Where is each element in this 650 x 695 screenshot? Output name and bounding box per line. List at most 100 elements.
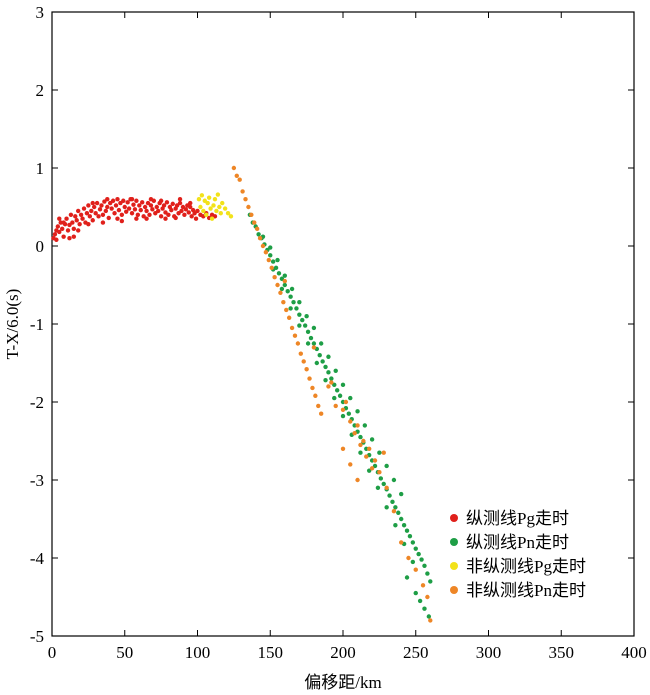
data-point (292, 333, 298, 338)
data-point (246, 204, 251, 210)
data-point (369, 437, 375, 442)
data-point (75, 228, 81, 233)
data-point (84, 211, 90, 216)
data-point (422, 606, 427, 611)
data-point (326, 370, 331, 375)
data-point (358, 442, 363, 448)
data-point (391, 509, 397, 514)
plot-points (51, 165, 433, 623)
legend-label: 非纵测线Pg走时 (466, 557, 586, 576)
data-point (252, 220, 257, 225)
data-point (305, 329, 311, 334)
data-point (291, 299, 296, 305)
legend-item-1: 纵测线Pg走时 (450, 509, 569, 528)
data-point (272, 275, 277, 280)
data-point (237, 177, 242, 182)
data-point (340, 382, 346, 388)
data-point (140, 200, 145, 205)
data-point (163, 216, 168, 221)
data-point (396, 510, 401, 515)
data-point (298, 351, 304, 356)
data-point (57, 229, 62, 235)
data-point (105, 197, 110, 202)
data-point (81, 206, 87, 211)
data-point (375, 485, 381, 490)
data-point (142, 204, 148, 210)
data-point (276, 271, 282, 276)
data-point (89, 208, 94, 214)
data-point (135, 212, 141, 217)
data-point (144, 216, 149, 221)
data-point (173, 215, 178, 221)
data-point (337, 393, 343, 398)
x-tick-label: 0 (48, 643, 57, 662)
data-point (154, 204, 159, 210)
y-tick-label: 0 (36, 237, 45, 256)
data-point (214, 208, 219, 214)
data-point (188, 200, 193, 206)
data-point (378, 476, 384, 481)
data-point (52, 232, 58, 237)
data-point (407, 533, 413, 539)
data-point (387, 493, 392, 498)
data-point (391, 477, 397, 483)
legend-item-2: 纵测线Pn走时 (450, 533, 569, 552)
data-point (61, 234, 66, 239)
data-point (297, 323, 302, 328)
data-point (199, 193, 205, 198)
data-point (334, 388, 340, 393)
data-point (286, 315, 292, 320)
legend-label: 纵测线Pn走时 (466, 533, 569, 552)
data-point (106, 215, 111, 221)
data-point (217, 204, 222, 210)
legend-item-3: 非纵测线Pg走时 (450, 557, 586, 576)
data-point (228, 214, 234, 219)
y-axis-title: T-X/6.0(s) (3, 289, 22, 360)
data-point (420, 583, 426, 588)
data-point (282, 282, 287, 288)
data-point (150, 207, 155, 212)
data-point (428, 579, 433, 584)
data-point (348, 462, 353, 467)
data-point (318, 411, 324, 416)
data-point (138, 207, 143, 213)
data-point (211, 203, 216, 208)
data-point (129, 211, 135, 216)
data-point (86, 221, 91, 227)
data-point (170, 201, 175, 207)
data-point (372, 458, 378, 463)
data-point (317, 353, 322, 358)
data-point (295, 341, 301, 346)
data-point (410, 559, 416, 565)
data-point (254, 226, 260, 232)
x-axis-title: 偏移距/km (304, 673, 381, 692)
data-point (318, 341, 324, 346)
data-point (302, 323, 308, 328)
data-point (425, 571, 430, 576)
data-point (105, 204, 110, 210)
data-point (112, 211, 117, 216)
data-point (188, 204, 193, 210)
data-point (93, 211, 98, 216)
data-point (77, 221, 82, 227)
x-tick-label: 250 (403, 643, 429, 662)
data-point (266, 257, 271, 263)
data-point (240, 189, 245, 194)
data-point (281, 299, 286, 305)
data-point (61, 220, 66, 225)
data-point (268, 245, 273, 250)
data-point (399, 491, 404, 497)
data-point (307, 376, 312, 381)
data-point (115, 197, 120, 202)
data-point (182, 212, 187, 217)
data-point (348, 395, 353, 401)
data-point (275, 282, 280, 288)
data-point (289, 286, 295, 292)
data-point (169, 207, 174, 213)
data-point (119, 218, 125, 224)
data-point (103, 208, 109, 214)
data-point (87, 214, 93, 219)
data-point (158, 214, 164, 219)
